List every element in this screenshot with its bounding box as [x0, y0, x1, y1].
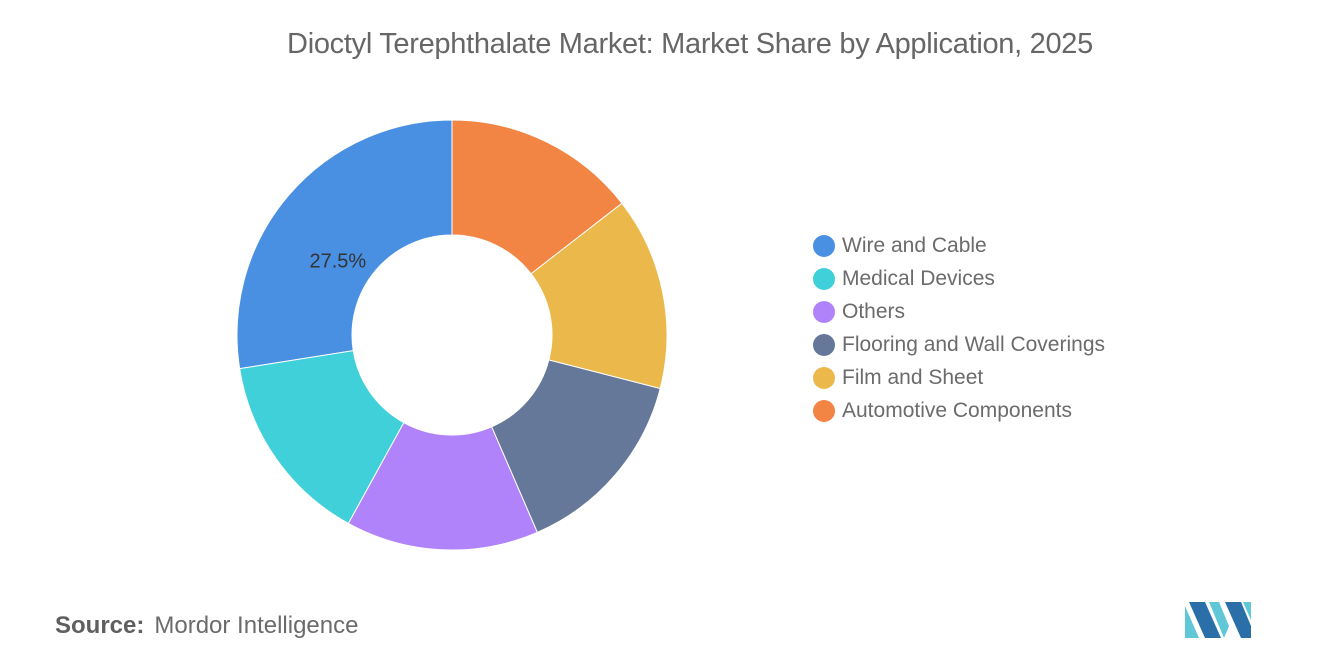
legend-item-wire-and-cable: Wire and Cable	[813, 229, 1105, 262]
chart-legend: Wire and Cable Medical Devices Others Floor…	[813, 229, 1105, 427]
legend-label: Wire and Cable	[842, 233, 987, 257]
legend-swatch	[813, 300, 835, 323]
legend-item-flooring-and-wall-coverings: Flooring and Wall Coverings	[813, 328, 1105, 361]
slice-automotive-components	[451, 119, 623, 275]
legend-item-film-and-sheet: Film and Sheet	[813, 361, 1105, 394]
legend-label: Medical Devices	[842, 266, 995, 290]
slice-flooring-and-wall-coverings	[491, 359, 661, 533]
data-label-wire-and-cable: 27.5%	[310, 250, 367, 272]
source-value: Mordor Intelligence	[154, 612, 359, 639]
legend-swatch	[813, 234, 835, 257]
legend-swatch	[813, 267, 835, 290]
source-note: Source: Mordor Intelligence	[55, 612, 358, 640]
legend-label: Automotive Components	[842, 398, 1072, 422]
mordor-intelligence-logo-icon	[1185, 602, 1251, 638]
source-label: Source:	[55, 612, 145, 639]
legend-swatch	[813, 366, 835, 389]
legend-item-others: Others	[813, 295, 1105, 328]
slice-film-and-sheet	[530, 202, 668, 390]
legend-swatch	[813, 333, 835, 356]
slice-others	[347, 421, 539, 551]
legend-label: Film and Sheet	[842, 365, 984, 389]
legend-item-medical-devices: Medical Devices	[813, 262, 1105, 295]
slice-wire-and-cable	[236, 119, 453, 370]
legend-swatch	[813, 399, 835, 422]
legend-item-automotive-components: Automotive Components	[813, 394, 1105, 427]
legend-label: Flooring and Wall Coverings	[842, 332, 1106, 356]
slice-medical-devices	[239, 350, 405, 525]
chart-title: Dioctyl Terephthalate Market: Market Sha…	[287, 28, 1093, 60]
legend-label: Others	[842, 299, 906, 323]
